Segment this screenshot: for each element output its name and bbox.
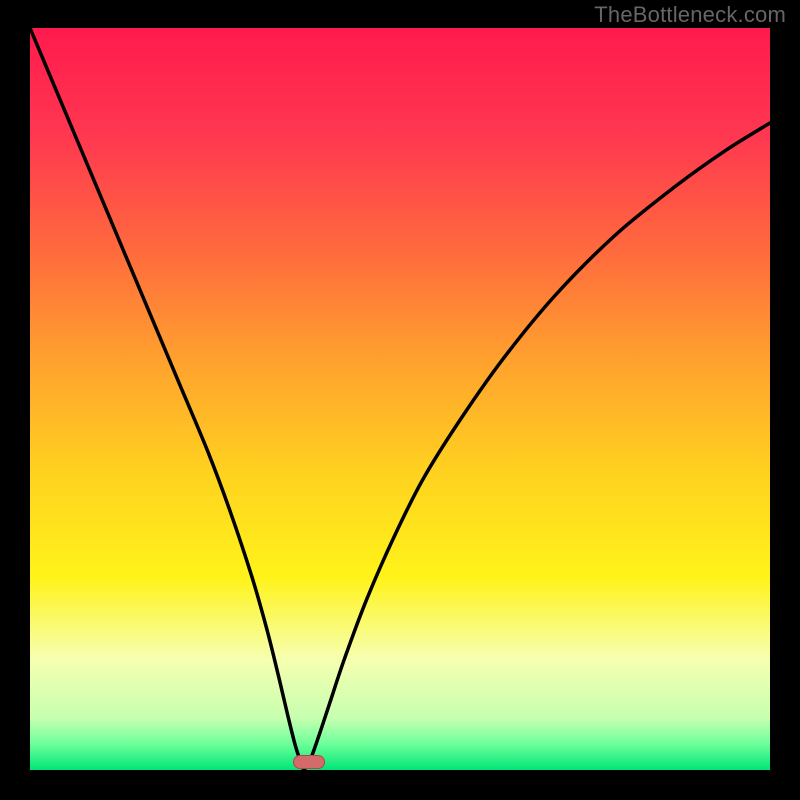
- chart-plot-area: [30, 28, 770, 770]
- watermark-text: TheBottleneck.com: [594, 2, 786, 28]
- valley-marker: [293, 755, 325, 769]
- bottleneck-curve: [30, 28, 770, 770]
